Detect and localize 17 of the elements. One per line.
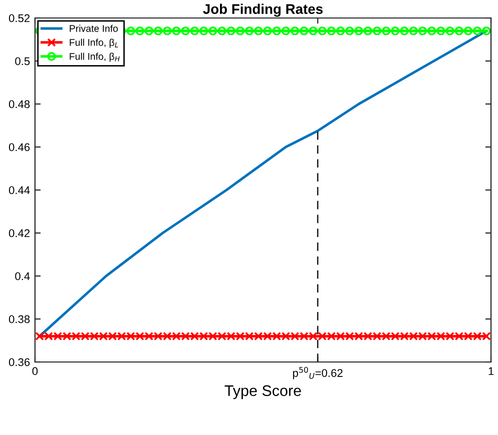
x-tick-label: 1 [488, 367, 494, 375]
legend-label: Private Info [70, 24, 118, 32]
y-tick-label: 0.42 [8, 229, 30, 238]
y-tick-label: 0.36 [8, 358, 30, 366]
x-tick-label: 0 [32, 367, 38, 376]
y-tick-label: 0.5 [15, 57, 30, 66]
y-tick-label: 0.46 [8, 143, 30, 152]
legend-label: Full Info, β$_{H}$ [70, 52, 120, 62]
y-tick-label: 0.52 [8, 14, 30, 22]
y-tick-label: 0.38 [8, 315, 30, 324]
y-tick-label: 0.4 [15, 272, 30, 280]
legend-label: Full Info, β$_{L}$ [70, 38, 118, 48]
y-tick-label: 0.44 [8, 186, 30, 194]
x-axis-title: Type Score [224, 385, 301, 400]
chart-title: Job Finding Rates [203, 4, 323, 17]
y-tick-label: 0.48 [8, 100, 30, 108]
x-tick-label: p$^{50}$$_{U}$=0.62 [293, 366, 342, 380]
